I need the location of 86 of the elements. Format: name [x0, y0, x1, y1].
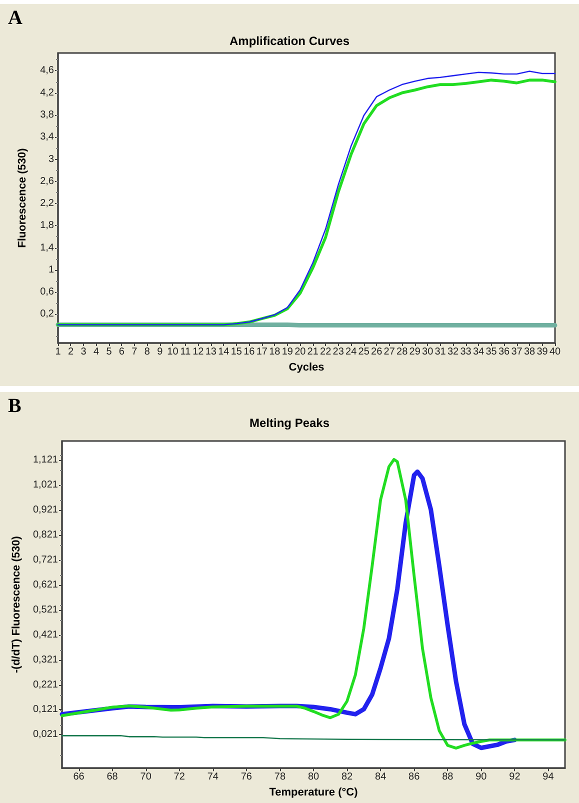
y-tick-label: 0,521 [32, 604, 58, 616]
x-tick-label: 37 [511, 346, 523, 358]
x-tick-label: 10 [167, 346, 179, 358]
y-tick-label: 1 [48, 264, 54, 276]
y-axis-title: Fluorescence (530) [16, 148, 28, 248]
x-tick-label: 90 [476, 772, 488, 783]
y-tick-label: 0,821 [32, 530, 58, 541]
x-tick-label: 14 [218, 346, 230, 358]
x-tick-label: 4 [93, 346, 100, 358]
y-tick-label: 3,8 [40, 109, 54, 120]
x-tick-label: 23 [332, 346, 344, 358]
x-tick-label: 15 [230, 346, 242, 358]
x-tick-label: 76 [240, 772, 252, 783]
x-axis-title: Temperature (°C) [269, 786, 358, 798]
x-tick-label: 17 [256, 346, 268, 358]
y-tick-label: 0,2 [40, 308, 54, 320]
y-tick-label: 4,2 [40, 87, 54, 98]
y-axis-title: -(d/dT) Fluorescence (530) [10, 536, 22, 674]
x-tick-label: 40 [549, 346, 561, 358]
x-tick-label: 88 [442, 772, 454, 783]
y-tick-label: 1,4 [40, 242, 54, 254]
y-tick-label: 0,921 [32, 504, 58, 516]
y-tick-label: 0,121 [32, 704, 58, 716]
chart-title: Melting Peaks [249, 416, 330, 430]
x-tick-label: 2 [68, 346, 74, 358]
x-tick-label: 94 [542, 772, 554, 783]
x-tick-label: 36 [498, 346, 510, 358]
x-tick-label: 24 [346, 346, 358, 358]
x-tick-label: 8 [144, 346, 150, 358]
y-tick-label: 0,321 [32, 654, 58, 666]
x-tick-label: 27 [384, 346, 396, 358]
x-tick-label: 33 [460, 346, 472, 358]
x-tick-label: 34 [472, 346, 485, 358]
x-tick-label: 29 [409, 346, 421, 358]
x-tick-label: 20 [294, 346, 306, 358]
x-tick-label: 22 [320, 346, 332, 358]
y-tick-label: 2,6 [40, 176, 54, 187]
x-tick-label: 66 [73, 772, 85, 783]
x-tick-label: 92 [509, 772, 521, 783]
chart-title: Amplification Curves [229, 34, 350, 48]
x-tick-label: 13 [205, 346, 217, 358]
x-tick-label: 16 [244, 346, 256, 358]
x-tick-label: 82 [341, 772, 354, 783]
x-tick-label: 35 [486, 346, 498, 358]
x-tick-label: 11 [180, 346, 192, 358]
y-tick-label: 2,2 [40, 198, 54, 210]
x-tick-label: 6 [118, 346, 125, 358]
y-tick-label: 1,8 [40, 220, 54, 232]
x-tick-label: 18 [269, 346, 281, 358]
x-tick-label: 25 [358, 346, 370, 358]
x-tick-label: 78 [274, 772, 286, 783]
x-tick-label: 39 [536, 346, 548, 358]
y-tick-label: 1,121 [32, 454, 58, 466]
y-tick-label: 3 [48, 154, 54, 165]
y-tick-label: 0,621 [32, 579, 58, 590]
x-tick-label: 32 [447, 346, 460, 358]
x-tick-label: 26 [371, 346, 383, 358]
x-tick-label: 7 [132, 346, 138, 358]
text: B [8, 395, 22, 417]
x-tick-label: 68 [106, 772, 118, 783]
y-tick-label: 0,721 [32, 554, 58, 566]
y-tick-label: 0,221 [32, 679, 58, 690]
x-tick-label: 72 [174, 772, 186, 783]
x-tick-label: 86 [408, 772, 420, 783]
x-tick-label: 21 [307, 346, 319, 358]
y-tick-label: 1,021 [32, 480, 58, 491]
x-tick-label: 31 [434, 346, 446, 358]
x-tick-label: 30 [422, 346, 434, 358]
x-tick-label: 19 [282, 346, 294, 358]
x-tick-label: 38 [524, 346, 536, 358]
x-tick-label: 12 [192, 346, 204, 358]
x-tick-label: 3 [80, 346, 87, 358]
text: A [8, 7, 23, 29]
y-tick-label: 4,6 [40, 65, 54, 76]
x-axis-title: Cycles [288, 361, 324, 374]
y-tick-label: 0,021 [32, 729, 58, 740]
x-tick-label: 70 [140, 772, 152, 783]
y-tick-label: 3,4 [40, 132, 54, 143]
x-tick-label: 84 [375, 772, 387, 783]
y-tick-label: 0,421 [32, 629, 58, 640]
x-tick-label: 28 [396, 346, 408, 358]
x-tick-label: 80 [308, 772, 320, 783]
x-tick-label: 74 [207, 772, 219, 783]
x-tick-label: 9 [157, 346, 164, 358]
y-tick-label: 0,6 [40, 286, 54, 298]
x-tick-label: 5 [106, 346, 112, 358]
